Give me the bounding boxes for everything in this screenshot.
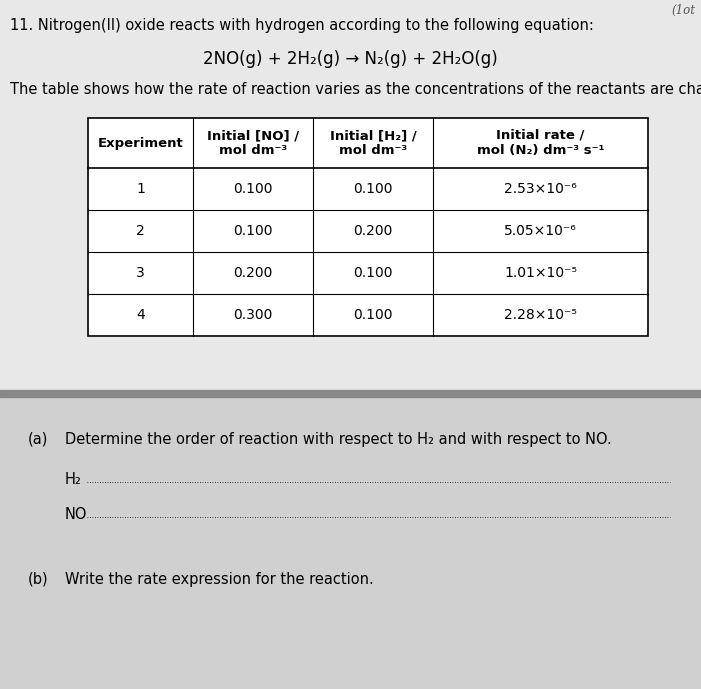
Text: 3: 3	[136, 266, 145, 280]
Text: 0.100: 0.100	[353, 308, 393, 322]
Text: NO: NO	[65, 507, 88, 522]
Text: 0.200: 0.200	[233, 266, 273, 280]
Text: Write the rate expression for the reaction.: Write the rate expression for the reacti…	[65, 572, 374, 587]
Bar	[0, 390, 701, 397]
Text: 11. Nitrogen(II) oxide reacts with hydrogen according to the following equation:: 11. Nitrogen(II) oxide reacts with hydro…	[10, 18, 594, 33]
Text: 0.100: 0.100	[353, 182, 393, 196]
Text: 1: 1	[136, 182, 145, 196]
Text: 0.300: 0.300	[233, 308, 273, 322]
Text: Experiment: Experiment	[97, 136, 184, 150]
Text: 2.28×10⁻⁵: 2.28×10⁻⁵	[504, 308, 577, 322]
Text: 0.200: 0.200	[353, 224, 393, 238]
Text: (1ot: (1ot	[671, 4, 695, 17]
Bar	[0, 0, 701, 390]
Bar	[0, 397, 701, 689]
Text: 0.100: 0.100	[353, 266, 393, 280]
Text: 2: 2	[136, 224, 145, 238]
Text: 0.100: 0.100	[233, 224, 273, 238]
Text: H₂: H₂	[65, 472, 82, 487]
Bar	[88, 118, 648, 336]
Text: Initial rate /
mol (N₂) dm⁻³ s⁻¹: Initial rate / mol (N₂) dm⁻³ s⁻¹	[477, 129, 604, 157]
Text: 5.05×10⁻⁶: 5.05×10⁻⁶	[504, 224, 577, 238]
Text: 1.01×10⁻⁵: 1.01×10⁻⁵	[504, 266, 577, 280]
Text: 2NO(g) + 2H₂(g) → N₂(g) + 2H₂O(g): 2NO(g) + 2H₂(g) → N₂(g) + 2H₂O(g)	[203, 50, 498, 68]
Text: Determine the order of reaction with respect to H₂ and with respect to NO.: Determine the order of reaction with res…	[65, 432, 612, 447]
Text: 2.53×10⁻⁶: 2.53×10⁻⁶	[504, 182, 577, 196]
Text: Initial [NO] /
mol dm⁻³: Initial [NO] / mol dm⁻³	[207, 129, 299, 157]
Text: Initial [H₂] /
mol dm⁻³: Initial [H₂] / mol dm⁻³	[329, 129, 416, 157]
Bar	[88, 118, 648, 336]
Text: (a): (a)	[28, 432, 48, 447]
Text: The table shows how the rate of reaction varies as the concentrations of the rea: The table shows how the rate of reaction…	[10, 82, 701, 97]
Text: 4: 4	[136, 308, 145, 322]
Text: (b): (b)	[28, 572, 48, 587]
Text: 0.100: 0.100	[233, 182, 273, 196]
